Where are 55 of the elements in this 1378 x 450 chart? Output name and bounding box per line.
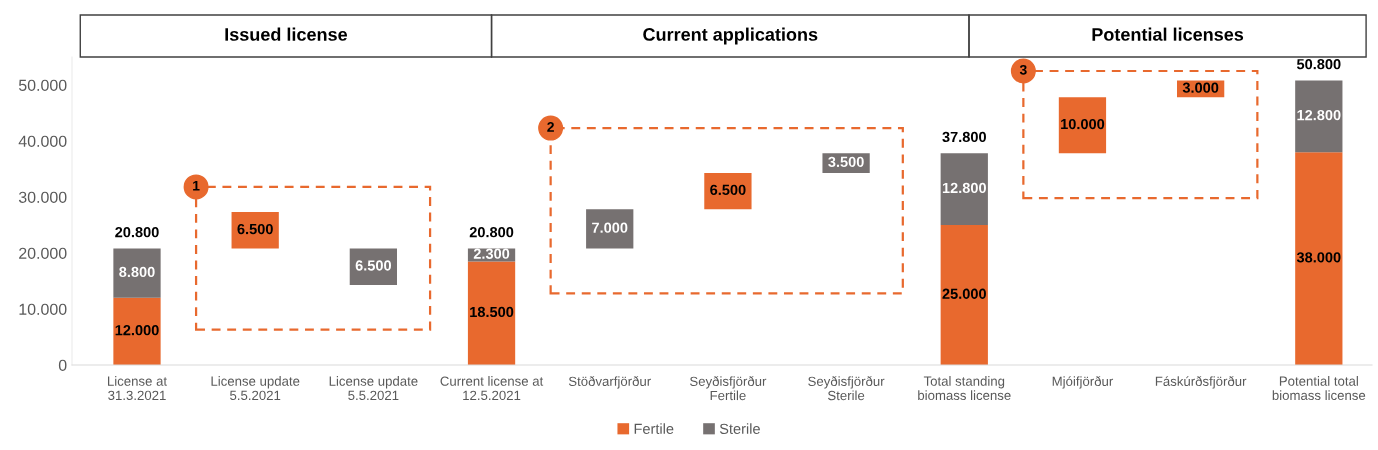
y-tick-label: 0	[58, 359, 67, 371]
data-label: 3.000	[1182, 82, 1219, 93]
data-label: 12.800	[1297, 109, 1341, 121]
data-label: 10.000	[1061, 118, 1105, 130]
data-label: 8.800	[119, 266, 155, 278]
y-tick-label: 50.000	[18, 79, 67, 91]
data-label: 6.500	[355, 260, 392, 271]
data-label: 2.300	[473, 248, 510, 259]
data-label: 38.000	[1296, 252, 1341, 263]
x-tick-label: Stöðvarfjörður	[568, 376, 651, 389]
bar	[940, 225, 988, 365]
annotation: 1	[193, 180, 200, 191]
bar	[467, 261, 516, 365]
data-label: 7.000	[592, 222, 628, 233]
total-label: 20.800	[115, 226, 159, 238]
y-tick-label: 20.000	[19, 247, 67, 259]
data-label: 18.500	[470, 306, 514, 318]
text: Issued license	[225, 27, 348, 41]
bar	[1295, 152, 1343, 365]
legend-label: Fertile	[634, 423, 674, 434]
x-tick-label: License update 5.5.2021	[211, 376, 300, 401]
bar	[704, 172, 752, 210]
bar	[231, 212, 279, 249]
text: Potential licenses	[1092, 27, 1244, 41]
data-label: 6.500	[237, 223, 273, 235]
annotation: 3	[1019, 64, 1027, 75]
x-tick-label: Current license at 12.5.2021	[440, 376, 544, 401]
data-label: 6.500	[710, 184, 746, 196]
total-label: 37.800	[942, 131, 986, 143]
annotation: 2	[547, 122, 554, 132]
data-label: 25.000	[942, 288, 986, 299]
x-tick-label: Potential total biomass license	[1272, 376, 1366, 401]
bar	[1058, 97, 1107, 154]
x-tick-label: Seyðisfjörður Sterile	[808, 376, 885, 401]
bar	[113, 297, 161, 365]
x-tick-label: Seyðisfjörður Fertile	[690, 376, 767, 401]
bar	[1295, 80, 1343, 153]
x-tick-label: Fáskúrðsfjörður	[1155, 376, 1247, 389]
legend-label: Sterile	[719, 423, 760, 434]
data-label: 3.500	[828, 156, 864, 168]
x-tick-label: License update 5.5.2021	[329, 376, 418, 401]
y-tick-label: 30.000	[18, 191, 67, 203]
y-tick-label: 40.000	[18, 135, 67, 147]
x-tick-label: Mjóifjörður	[1052, 376, 1114, 389]
x-tick-label: Total standing biomass license	[918, 376, 1011, 401]
data-label: 12.800	[942, 182, 986, 194]
y-tick-label: 10.000	[19, 303, 67, 315]
bar	[586, 209, 634, 249]
x-tick-label: License at 31.3.2021	[108, 376, 167, 401]
text: Current applications	[643, 27, 818, 45]
total-label: 20.800	[469, 226, 514, 238]
bar	[113, 248, 161, 298]
total-label: 50.800	[1296, 58, 1341, 70]
data-label: 12.000	[115, 324, 159, 336]
bar	[940, 153, 988, 225]
